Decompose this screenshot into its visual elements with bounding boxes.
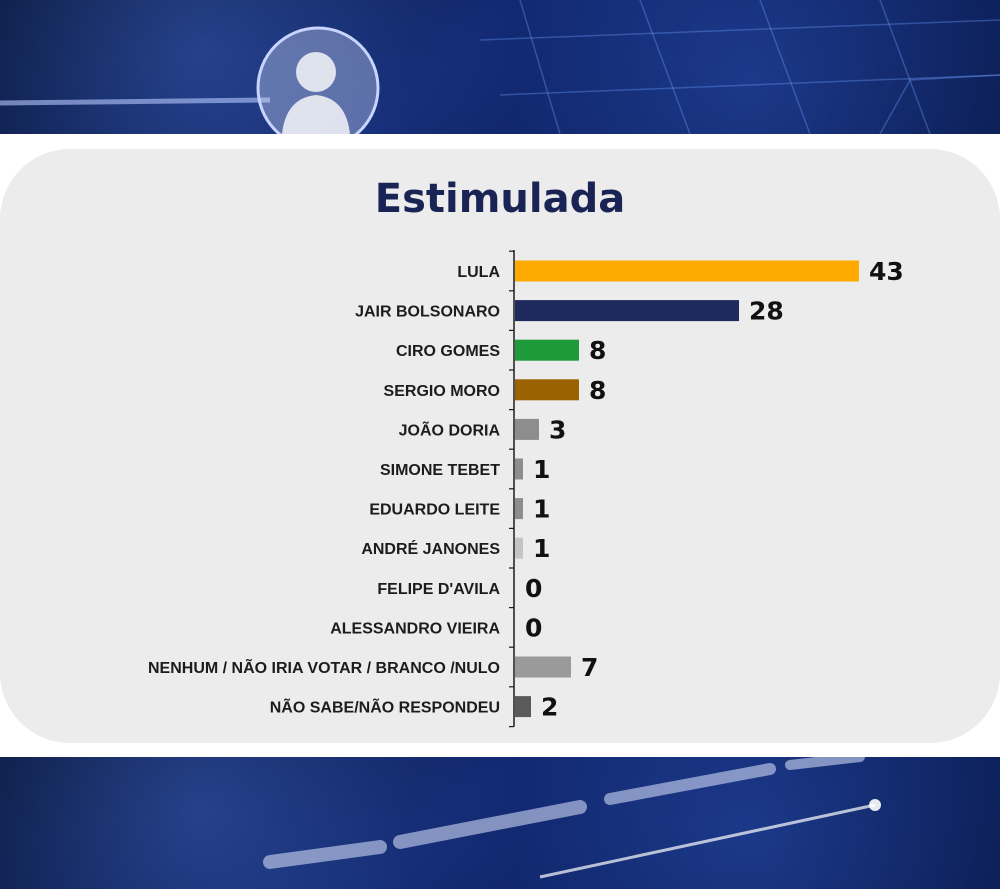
bar	[515, 379, 579, 401]
bar	[515, 458, 523, 480]
bar	[515, 656, 571, 678]
category-label: NÃO SABE/NÃO RESPONDEU	[270, 697, 500, 717]
value-label: 0	[525, 613, 542, 642]
bottom-banner	[0, 757, 1000, 889]
category-label: CIRO GOMES	[396, 343, 500, 360]
value-label: 2	[541, 693, 558, 722]
value-label: 1	[533, 495, 550, 524]
category-label: FELIPE D'AVILA	[377, 581, 500, 598]
light-streaks-decoration	[263, 757, 881, 879]
bar	[515, 696, 531, 718]
category-label: ANDRÉ JANONES	[361, 539, 500, 558]
value-label: 7	[581, 653, 598, 682]
network-grid-decoration	[0, 0, 1000, 134]
value-label: 43	[869, 257, 904, 286]
chart-title: Estimulada	[374, 176, 626, 222]
value-label: 3	[549, 415, 566, 444]
category-label: EDUARDO LEITE	[369, 502, 500, 519]
category-label: JOÃO DORIA	[399, 419, 501, 439]
value-label: 8	[589, 336, 606, 365]
category-label: LULA	[457, 264, 500, 281]
category-label: SERGIO MORO	[384, 383, 500, 400]
value-label: 1	[533, 455, 550, 484]
category-label: ALESSANDRO VIEIRA	[330, 620, 500, 637]
value-label: 1	[533, 534, 550, 563]
bar	[515, 498, 523, 520]
value-label: 28	[749, 297, 784, 326]
bar	[515, 339, 579, 361]
bar	[515, 537, 523, 559]
chart-card	[0, 149, 1000, 743]
bar	[515, 418, 539, 440]
value-label: 0	[525, 574, 542, 603]
value-label: 8	[589, 376, 606, 405]
category-label: JAIR BOLSONARO	[355, 304, 500, 321]
category-label: NENHUM / NÃO IRIA VOTAR / BRANCO /NULO	[148, 657, 500, 677]
bar	[515, 300, 739, 322]
category-label: SIMONE TEBET	[380, 462, 500, 479]
top-banner	[0, 0, 1000, 134]
bar	[515, 260, 859, 282]
